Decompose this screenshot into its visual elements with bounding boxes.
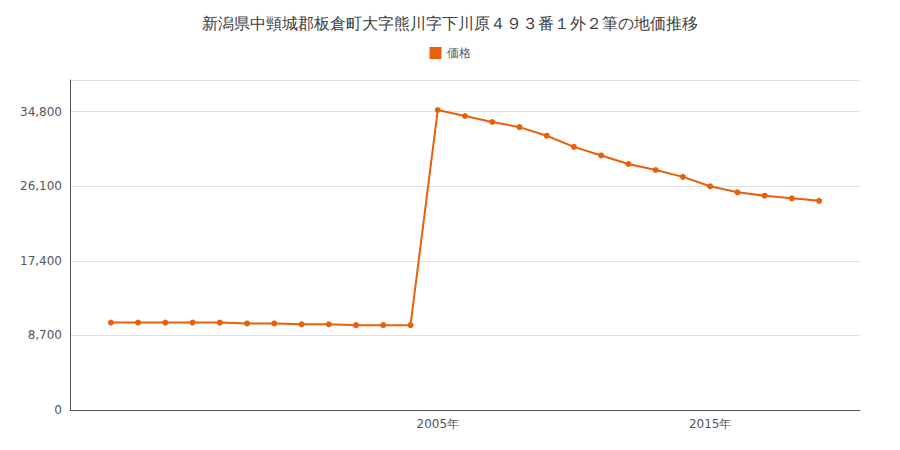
svg-text:価格: 価格 [447,46,471,60]
svg-text:26,100: 26,100 [20,179,62,193]
svg-text:2015年: 2015年 [689,417,732,431]
svg-text:17,400: 17,400 [20,254,62,268]
svg-text:8,700: 8,700 [28,328,62,342]
svg-text:0: 0 [54,403,62,417]
svg-text:新潟県中頸城郡板倉町大字熊川字下川原４９３番１外２筆の地価推: 新潟県中頸城郡板倉町大字熊川字下川原４９３番１外２筆の地価推移 [202,14,698,33]
svg-text:2005年: 2005年 [416,417,459,431]
svg-text:34,800: 34,800 [20,105,62,119]
